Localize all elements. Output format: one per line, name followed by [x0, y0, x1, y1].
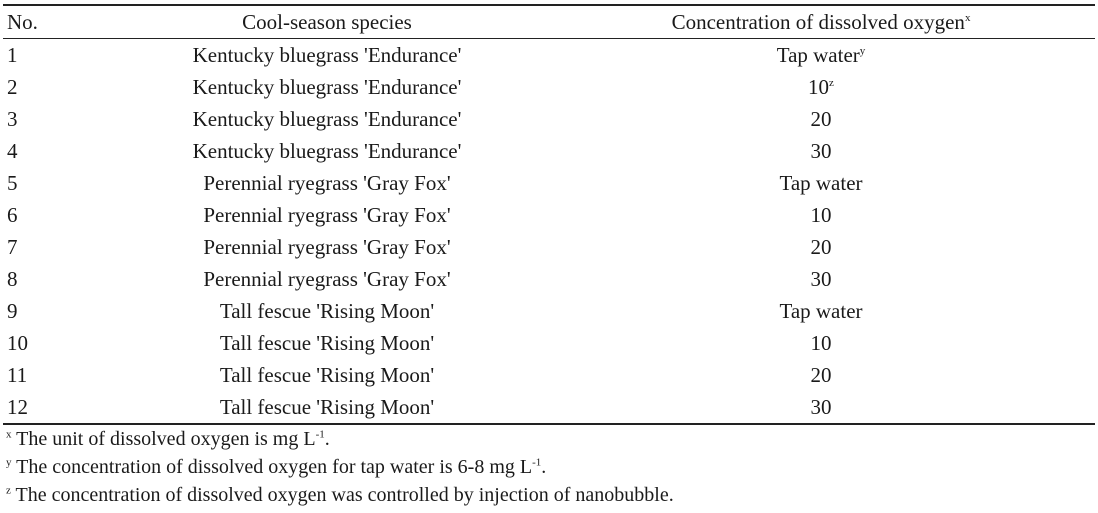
cell-concentration-value: 30 [810, 138, 832, 163]
cell-species: Perennial ryegrass 'Gray Fox' [203, 234, 451, 259]
cell-species: Tall fescue 'Rising Moon' [219, 298, 435, 323]
table-row: 12 Tall fescue 'Rising Moon' 30 [3, 391, 1095, 424]
table-row: 6 Perennial ryegrass 'Gray Fox' 10 [3, 199, 1095, 231]
cell-no: 11 [7, 362, 28, 387]
table-row: 5 Perennial ryegrass 'Gray Fox' Tap water [3, 167, 1095, 199]
cell-species: Kentucky bluegrass 'Endurance' [192, 42, 462, 67]
footnote-text: The concentration of dissolved oxygen wa… [10, 484, 674, 506]
cell-species: Tall fescue 'Rising Moon' [219, 394, 435, 419]
cell-concentration: 10 [547, 199, 1095, 231]
table-row: 11 Tall fescue 'Rising Moon' 20 [3, 359, 1095, 391]
cell-concentration-value: 20 [810, 234, 832, 259]
data-table: No. Cool-season species Concentration of… [3, 4, 1095, 425]
cell-concentration: 30 [547, 391, 1095, 424]
footnote-exponent: -1 [532, 456, 542, 469]
table-row: 8 Perennial ryegrass 'Gray Fox' 30 [3, 263, 1095, 295]
cell-no: 7 [7, 234, 18, 259]
footnotes: x The unit of dissolved oxygen is mg L-1… [6, 425, 674, 509]
footnote-exponent: -1 [315, 428, 325, 441]
cell-concentration-value: 10 [808, 74, 830, 99]
table-row: 1 Kentucky bluegrass 'Endurance' Tap water… [3, 39, 1095, 72]
cell-no: 12 [7, 394, 28, 419]
table-row: 2 Kentucky bluegrass 'Endurance' 10z [3, 71, 1095, 103]
header-species: Cool-season species [242, 9, 412, 34]
cell-no: 9 [7, 298, 18, 323]
cell-concentration: Tap watery [547, 39, 1095, 72]
footnote: y The concentration of dissolved oxygen … [6, 453, 674, 481]
footnote: z The concentration of dissolved oxygen … [6, 481, 674, 509]
cell-concentration: 10 [547, 327, 1095, 359]
cell-concentration-value: Tap water [779, 298, 863, 323]
cell-concentration-value: 10 [810, 202, 832, 227]
cell-species: Kentucky bluegrass 'Endurance' [192, 74, 462, 99]
footnote-text: The concentration of dissolved oxygen fo… [11, 456, 533, 478]
cell-concentration-value: Tap water [779, 170, 863, 195]
cell-no: 3 [7, 106, 18, 131]
cell-concentration: 30 [547, 263, 1095, 295]
table-row: 9 Tall fescue 'Rising Moon' Tap water [3, 295, 1095, 327]
table-row: 4 Kentucky bluegrass 'Endurance' 30 [3, 135, 1095, 167]
cell-concentration-value: 20 [810, 106, 832, 131]
cell-concentration: Tap water [547, 167, 1095, 199]
cell-concentration-value: 30 [810, 266, 832, 291]
cell-concentration-value: 10 [810, 330, 832, 355]
header-concentration: Concentration of dissolved oxygenx [547, 5, 1095, 39]
cell-no: 2 [7, 74, 18, 99]
cell-concentration: Tap water [547, 295, 1095, 327]
cell-concentration-value: Tap water [776, 42, 860, 67]
cell-no: 6 [7, 202, 18, 227]
cell-species: Perennial ryegrass 'Gray Fox' [203, 170, 451, 195]
header-concentration-footnote-mark: x [964, 11, 971, 24]
cell-concentration: 30 [547, 135, 1095, 167]
footnote-text-end: . [541, 456, 547, 478]
footnote: x The unit of dissolved oxygen is mg L-1… [6, 425, 674, 453]
cell-concentration: 10z [547, 71, 1095, 103]
footnote-mark: y [6, 456, 12, 469]
cell-concentration: 20 [547, 359, 1095, 391]
table-row: 7 Perennial ryegrass 'Gray Fox' 20 [3, 231, 1095, 263]
cell-footnote-mark: y [859, 44, 866, 57]
cell-no: 10 [7, 330, 28, 355]
table-row: 10 Tall fescue 'Rising Moon' 10 [3, 327, 1095, 359]
cell-species: Kentucky bluegrass 'Endurance' [192, 106, 462, 131]
cell-species: Tall fescue 'Rising Moon' [219, 362, 435, 387]
cell-no: 5 [7, 170, 18, 195]
cell-footnote-mark: z [829, 76, 834, 89]
footnote-text: The unit of dissolved oxygen is mg L [11, 428, 316, 450]
cell-species: Tall fescue 'Rising Moon' [219, 330, 435, 355]
cell-concentration-value: 30 [810, 394, 832, 419]
header-concentration-label: Concentration of dissolved oxygen [671, 9, 965, 34]
cell-no: 1 [7, 42, 18, 67]
footnote-mark: x [6, 428, 12, 441]
cell-concentration: 20 [547, 103, 1095, 135]
table-body: 1 Kentucky bluegrass 'Endurance' Tap water… [3, 39, 1095, 424]
cell-concentration-value: 20 [810, 362, 832, 387]
cell-concentration: 20 [547, 231, 1095, 263]
cell-no: 4 [7, 138, 18, 163]
header-no: No. [7, 9, 38, 34]
footnote-text-end: . [324, 428, 330, 450]
header-row: No. Cool-season species Concentration of… [3, 5, 1095, 39]
table-row: 3 Kentucky bluegrass 'Endurance' 20 [3, 103, 1095, 135]
cell-species: Kentucky bluegrass 'Endurance' [192, 138, 462, 163]
cell-no: 8 [7, 266, 18, 291]
cell-species: Perennial ryegrass 'Gray Fox' [203, 202, 451, 227]
cell-species: Perennial ryegrass 'Gray Fox' [203, 266, 451, 291]
footnote-mark: z [6, 484, 11, 497]
